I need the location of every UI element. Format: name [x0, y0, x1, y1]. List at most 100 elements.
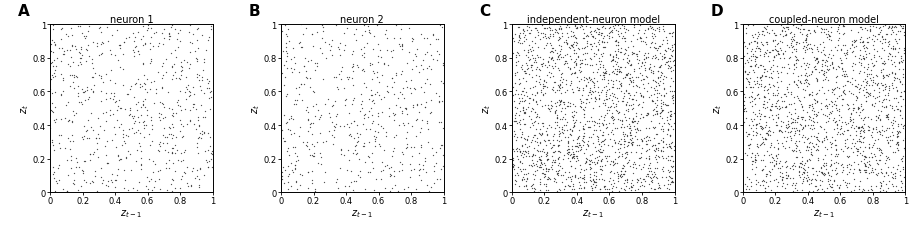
Point	[357, 145, 371, 149]
Point	[600, 190, 614, 194]
Point	[374, 124, 389, 128]
Point	[616, 173, 631, 176]
Point	[662, 117, 677, 121]
Point	[399, 108, 414, 112]
Point	[885, 185, 900, 188]
Point	[824, 174, 838, 178]
Point	[753, 125, 767, 128]
Point	[824, 57, 838, 60]
Point	[569, 52, 583, 56]
Point	[613, 47, 628, 51]
Point	[814, 69, 829, 73]
Point	[577, 113, 592, 117]
Point	[344, 169, 359, 173]
Point	[739, 32, 753, 35]
Point	[608, 68, 622, 72]
Point	[620, 162, 634, 165]
Point	[341, 125, 356, 129]
Point	[819, 137, 834, 141]
Point	[536, 94, 551, 98]
Point	[199, 87, 214, 91]
Point	[593, 168, 608, 171]
Point	[420, 120, 434, 123]
Point	[371, 131, 386, 134]
Point	[395, 44, 410, 48]
Point	[847, 41, 862, 45]
Point	[789, 189, 804, 192]
Point	[521, 51, 535, 55]
Point	[508, 117, 522, 120]
Point	[846, 120, 861, 124]
Point	[638, 113, 652, 117]
Point	[855, 28, 870, 32]
Point	[535, 25, 550, 28]
Point	[391, 43, 406, 46]
Point	[854, 26, 868, 30]
Point	[599, 122, 613, 126]
Point	[620, 178, 634, 182]
Point	[46, 28, 61, 32]
Point	[825, 101, 840, 104]
Point	[814, 101, 828, 105]
Point	[572, 71, 587, 75]
Point	[543, 57, 558, 61]
Point	[774, 120, 788, 123]
Point	[127, 120, 142, 124]
Point	[136, 85, 150, 88]
Point	[193, 168, 207, 172]
Point	[757, 52, 772, 56]
Point	[147, 80, 161, 84]
Point	[651, 154, 665, 158]
Point	[99, 119, 114, 123]
Point	[650, 49, 664, 53]
Point	[862, 84, 876, 87]
Point	[897, 49, 910, 52]
Point	[652, 44, 666, 48]
Point	[840, 49, 854, 53]
Point	[586, 42, 601, 46]
Point	[642, 136, 656, 140]
Point	[605, 30, 620, 33]
Point	[873, 31, 887, 34]
Point	[798, 74, 813, 77]
Point	[867, 48, 882, 52]
Point	[805, 166, 820, 170]
Point	[554, 27, 569, 31]
Point	[759, 173, 774, 177]
Point	[800, 48, 814, 51]
Point	[126, 96, 141, 100]
Point	[780, 88, 794, 91]
Point	[368, 139, 382, 143]
Point	[563, 177, 578, 181]
Point	[770, 185, 784, 188]
Point	[747, 40, 762, 44]
Point	[537, 138, 551, 142]
Point	[754, 74, 769, 77]
Point	[648, 47, 662, 51]
Point	[308, 68, 322, 72]
Point	[53, 147, 67, 150]
Point	[89, 137, 104, 141]
Point	[625, 85, 640, 88]
Point	[625, 98, 640, 102]
Point	[338, 44, 352, 47]
Point	[742, 42, 756, 46]
Point	[197, 131, 212, 135]
Point	[786, 150, 801, 153]
Point	[639, 56, 653, 60]
Point	[361, 29, 376, 33]
Point	[130, 50, 145, 54]
Point	[74, 101, 88, 104]
Point	[865, 34, 880, 38]
Point	[345, 66, 359, 70]
Point	[804, 73, 818, 77]
Point	[770, 65, 784, 68]
Point	[834, 62, 848, 66]
Point	[646, 28, 661, 32]
Point	[881, 115, 895, 119]
Point	[205, 166, 219, 169]
Point	[544, 44, 559, 48]
Point	[517, 72, 531, 75]
Point	[622, 165, 637, 168]
Point	[94, 74, 108, 78]
